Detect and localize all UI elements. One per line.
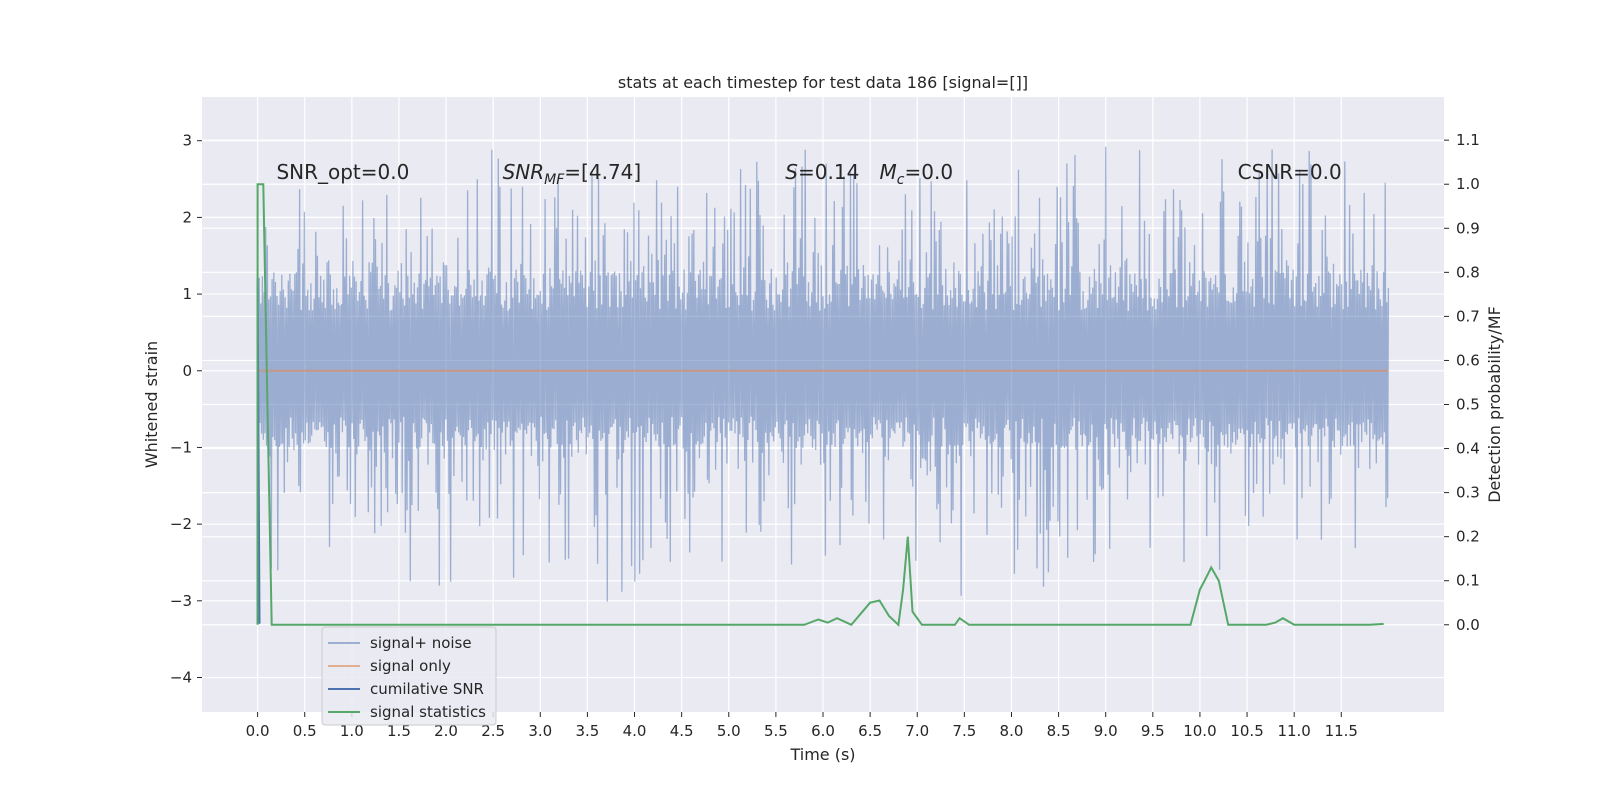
x-tick-label: 5.5 — [764, 722, 788, 740]
right-y-tick-label: 0.5 — [1456, 396, 1480, 414]
legend-box — [321, 626, 497, 726]
right-y-tick-label: 0.1 — [1456, 572, 1480, 590]
legend-item: signal only — [328, 657, 451, 675]
right-y-tick-label: 0.6 — [1456, 351, 1480, 369]
x-tick-label: 2.0 — [434, 722, 458, 740]
legend-label: signal+ noise — [370, 634, 472, 652]
x-tick-label: 7.0 — [905, 722, 929, 740]
legend-label: signal statistics — [370, 703, 486, 721]
annotation-snr-opt: SNR_opt=0.0 — [276, 160, 409, 184]
right-y-tick-label: 0.0 — [1456, 616, 1480, 634]
legend-label: cumilative SNR — [370, 680, 484, 698]
annotation-italic-part: M — [880, 160, 897, 184]
y-tick-label: −2 — [170, 515, 192, 533]
x-tick-label: 1.5 — [387, 722, 411, 740]
x-tick-label: 0.0 — [246, 722, 270, 740]
annotation-mc: Mc=0.0 — [880, 160, 954, 188]
x-tick-label: 9.5 — [1141, 722, 1165, 740]
x-tick-label: 10.0 — [1183, 722, 1216, 740]
x-tick-label: 6.0 — [811, 722, 835, 740]
annotation-subscript: MF — [544, 172, 565, 188]
y-tick-label: −4 — [170, 668, 192, 686]
x-axis-ticks: 0.0 0.5 1.0 1.5 2.0 2.5 3.0 3.5 4.0 4.5 5.0 5.5 6.0 6… — [246, 712, 1358, 740]
series-layer — [256, 146, 1390, 627]
left-y-axis-ticks: 3 2 1 0 −1 −2 −3 −4 — [170, 132, 202, 686]
x-tick-label: 10.5 — [1230, 722, 1263, 740]
legend-item: signal+ noise — [328, 634, 472, 652]
x-tick-label: 2.5 — [481, 722, 505, 740]
annotation-s-stat: S=0.14 — [785, 160, 859, 184]
right-y-tick-label: 0.4 — [1456, 440, 1480, 458]
x-tick-label: 4.0 — [623, 722, 647, 740]
x-tick-label: 11.0 — [1277, 722, 1310, 740]
right-y-tick-label: 1.0 — [1456, 175, 1480, 193]
series-signal-statistics — [256, 183, 1384, 627]
x-tick-label: 7.5 — [952, 722, 976, 740]
y-tick-label: 3 — [182, 132, 192, 150]
x-tick-label: 5.0 — [717, 722, 741, 740]
series-line — [256, 183, 1384, 627]
x-tick-label: 11.5 — [1325, 722, 1358, 740]
legend-label: signal only — [370, 657, 451, 675]
annotation-italic-part: SNR — [503, 160, 545, 184]
right-y-tick-label: 1.1 — [1456, 131, 1480, 149]
x-tick-label: 6.5 — [858, 722, 882, 740]
right-y-axis-ticks: 1.1 1.0 0.9 0.8 0.7 0.6 0.5 0.4 0.3 0.2 0.1 0.0 — [1444, 131, 1480, 634]
annotation-snr-mf: SNRMF=[4.74] — [503, 160, 642, 188]
x-tick-label: 8.0 — [1000, 722, 1024, 740]
y-tick-label: −3 — [170, 592, 192, 610]
y-tick-label: 2 — [182, 208, 192, 226]
y-axis-label: Whitened strain — [142, 341, 161, 468]
right-y-tick-label: 0.9 — [1456, 219, 1480, 237]
y-tick-label: −1 — [170, 438, 192, 456]
right-y-axis-label: Detection probability/MF — [1485, 306, 1504, 503]
legend-item: cumilative SNR — [328, 680, 484, 698]
x-tick-label: 1.0 — [340, 722, 364, 740]
y-tick-label: 0 — [182, 362, 192, 380]
legend-item: signal statistics — [328, 703, 486, 721]
right-y-tick-label: 0.3 — [1456, 484, 1480, 502]
annotation-value: =0.0 — [905, 160, 954, 184]
right-y-tick-label: 0.7 — [1456, 307, 1480, 325]
x-tick-label: 9.0 — [1094, 722, 1118, 740]
right-y-tick-label: 0.8 — [1456, 263, 1480, 281]
signal-noise-line — [256, 146, 1390, 602]
x-axis-label: Time (s) — [789, 745, 855, 764]
x-tick-label: 8.5 — [1047, 722, 1071, 740]
chart-title: stats at each timestep for test data 186… — [618, 73, 1028, 92]
annotations: SNR_opt=0.0 SNRMF=[4.74] S=0.14 Mc=0.0 CSNR=… — [276, 160, 1341, 188]
annotation-value: =[4.74] — [564, 160, 641, 184]
series-signal-noise — [256, 146, 1390, 602]
y-tick-label: 1 — [182, 285, 192, 303]
annotation-italic-part: S — [785, 160, 798, 184]
x-tick-label: 0.5 — [293, 722, 317, 740]
annotation-csnr: CSNR=0.0 — [1238, 160, 1342, 184]
x-tick-label: 3.5 — [575, 722, 599, 740]
right-y-tick-label: 0.2 — [1456, 528, 1480, 546]
x-tick-label: 4.5 — [670, 722, 694, 740]
annotation-value: =0.14 — [798, 160, 859, 184]
legend: signal+ noise signal only cumilative SNR si… — [321, 626, 497, 726]
annotation-subscript: c — [897, 172, 905, 188]
x-tick-label: 3.0 — [528, 722, 552, 740]
